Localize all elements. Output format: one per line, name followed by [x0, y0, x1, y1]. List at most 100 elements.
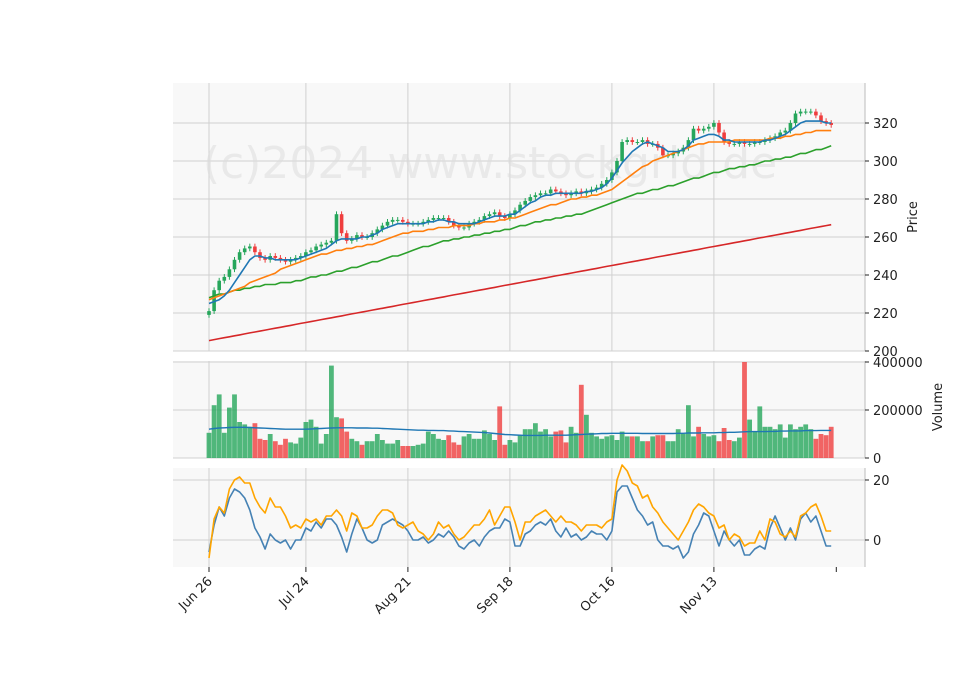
volume-bar	[420, 443, 426, 458]
candle-body	[584, 191, 589, 194]
candle-body	[508, 214, 512, 218]
candle-body	[615, 161, 619, 173]
volume-bar	[334, 417, 339, 458]
volume-bar	[466, 434, 472, 458]
volume-bar	[752, 431, 758, 458]
candle-body	[803, 111, 808, 113]
y-tick-label: 200	[873, 345, 898, 360]
candle-body	[426, 219, 431, 222]
candle-body	[768, 138, 772, 141]
volume-bar	[298, 437, 304, 458]
volume-bar	[680, 434, 686, 458]
volume-bar	[798, 426, 803, 458]
candle-body	[222, 276, 227, 281]
candle-body	[691, 128, 696, 141]
candle-body	[482, 216, 487, 220]
volume-bar	[517, 435, 523, 458]
volume-bar	[410, 446, 416, 458]
volume-bar	[624, 436, 630, 458]
volume-bar	[385, 443, 390, 458]
volume-bar	[665, 441, 671, 458]
volume-bar	[451, 442, 457, 458]
candle-body	[701, 128, 706, 131]
candle-body	[355, 235, 359, 239]
volume-bar	[589, 432, 594, 458]
volume-bar	[206, 432, 212, 458]
volume-bar	[308, 419, 314, 458]
volume-bar	[278, 444, 283, 458]
candle-body	[543, 193, 548, 195]
candle-body	[696, 128, 701, 131]
volume-bar	[691, 436, 696, 458]
volume-plot	[206, 362, 834, 458]
x-tick-label: Nov 13	[678, 574, 721, 617]
volume-bar	[696, 426, 701, 458]
candle-body	[436, 218, 441, 219]
volume-bar	[777, 424, 783, 458]
candle-body	[503, 216, 507, 218]
volume-bar	[731, 441, 737, 458]
volume-bar	[742, 362, 747, 458]
candle-body	[661, 147, 665, 156]
volume-bar	[609, 435, 615, 458]
candle-body	[564, 193, 568, 196]
candle-body	[635, 142, 640, 143]
y-tick-label: 220	[873, 307, 898, 322]
candle-body	[283, 259, 288, 262]
volume-bar	[395, 440, 401, 458]
volume-bar	[374, 434, 380, 458]
y-tick-label: 0	[873, 452, 881, 467]
volume-axis-label: Volume	[931, 383, 946, 431]
candle-body	[273, 256, 278, 258]
candle-body	[375, 229, 380, 234]
candle-body	[360, 235, 364, 237]
volume-bar	[629, 436, 635, 458]
volume-bar	[522, 429, 528, 458]
candle-body	[253, 246, 257, 253]
volume-bar	[323, 434, 329, 458]
candle-body	[339, 214, 344, 234]
ma-slow-line	[208, 145, 832, 299]
volume-bar	[380, 440, 385, 458]
candle-body	[207, 311, 211, 315]
volume-bar	[349, 438, 355, 458]
candle-body	[763, 140, 767, 142]
volume-bar	[675, 429, 681, 458]
candle-body	[421, 221, 425, 224]
candle-body	[299, 256, 303, 258]
volume-bar	[441, 440, 446, 458]
volume-ma-line	[208, 426, 832, 437]
indicator-panel-bg	[173, 468, 865, 567]
volume-bar	[823, 435, 829, 458]
volume-bar	[227, 407, 232, 458]
volume-bar	[211, 405, 217, 458]
x-tick-label: Aug 21	[372, 574, 415, 617]
candle-body	[217, 280, 221, 291]
candle-body	[258, 252, 262, 258]
volume-bar	[293, 443, 299, 458]
volume-bar	[538, 431, 543, 458]
candle-body	[395, 219, 400, 221]
candle-body	[329, 240, 334, 243]
candle-body	[610, 172, 614, 180]
volume-bar	[604, 436, 610, 458]
y-tick-label: 240	[873, 269, 898, 284]
volume-bar	[670, 441, 676, 458]
volume-bar	[711, 435, 717, 458]
volume-bar	[737, 437, 742, 458]
volume-bar	[232, 394, 237, 458]
volume-bar	[767, 426, 773, 458]
candle-body	[788, 123, 793, 131]
candle-body	[686, 140, 691, 148]
volume-bar	[782, 437, 788, 458]
volume-bar	[242, 424, 248, 458]
candle-body	[385, 221, 390, 226]
candle-body	[717, 123, 721, 133]
volume-bar	[431, 434, 436, 458]
candle-body	[309, 250, 313, 253]
volume-bar	[584, 414, 589, 458]
candle-body	[737, 142, 742, 144]
candle-body	[314, 246, 318, 251]
volume-bar	[446, 435, 452, 458]
